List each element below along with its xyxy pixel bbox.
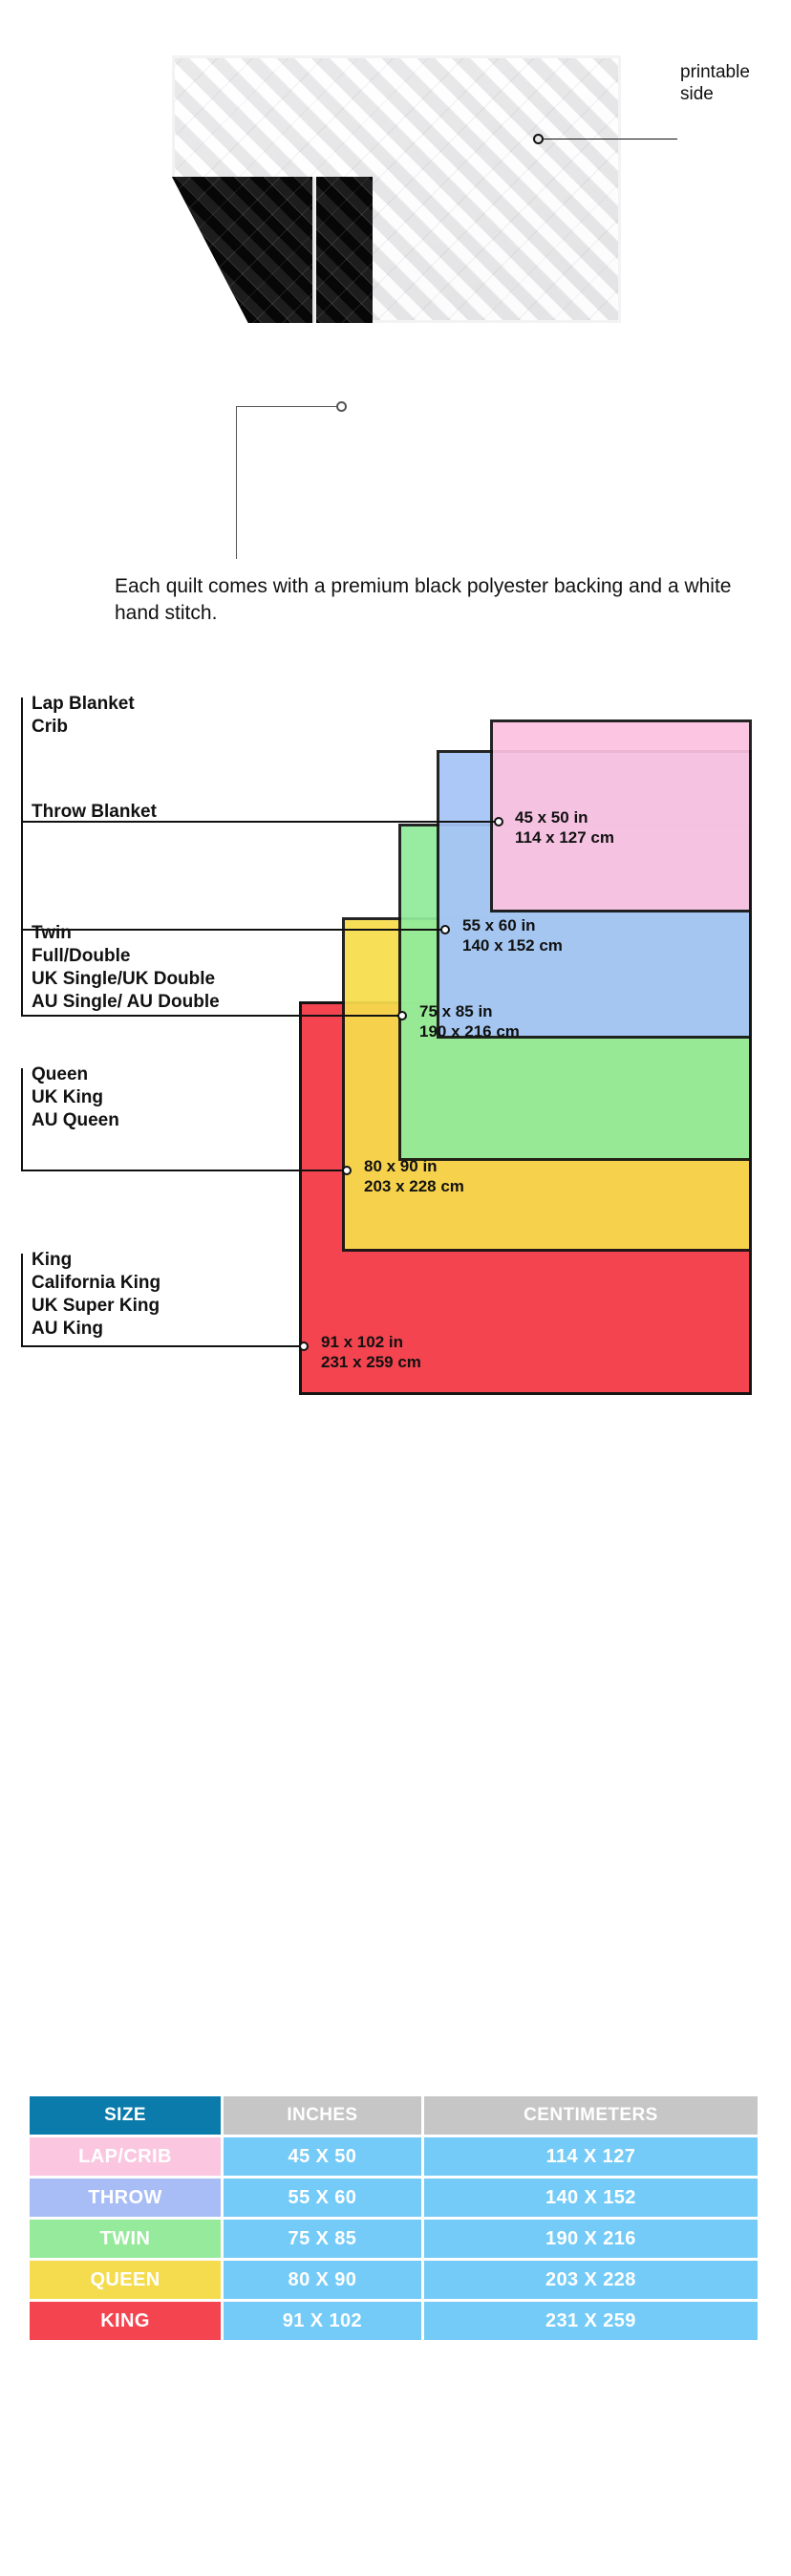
table-header-size: SIZE bbox=[30, 2096, 221, 2135]
table-header-inches: INCHES bbox=[224, 2096, 421, 2135]
table-cell-size-queen: QUEEN bbox=[30, 2261, 221, 2299]
quilt-fold-edge bbox=[312, 177, 316, 323]
table-cell-inches-throw: 55 X 60 bbox=[224, 2179, 421, 2217]
group-label-queen: Queen UK King AU Queen bbox=[32, 1063, 119, 1132]
size-chart-table: SIZE INCHES CENTIMETERS LAP/CRIB 45 X 50… bbox=[27, 2093, 760, 2343]
dim-label-lap-crib-inches: 45 x 50 in bbox=[515, 808, 588, 826]
dim-label-king-cm: 231 x 259 cm bbox=[321, 1353, 421, 1371]
quilt-illustration-section: printable side Each quilt comes with a p… bbox=[0, 0, 791, 650]
table-cell-cm-twin: 190 X 216 bbox=[423, 2220, 758, 2258]
group-label-king-line4: AU King bbox=[32, 1319, 103, 1339]
table-row: THROW 55 X 60 140 X 152 bbox=[30, 2179, 758, 2217]
group-label-twin: Twin Full/Double UK Single/UK Double AU … bbox=[32, 922, 220, 1014]
bracket-queen-horizontal bbox=[21, 1170, 347, 1171]
table-cell-inches-twin: 75 X 85 bbox=[224, 2220, 421, 2258]
dot-throw bbox=[440, 925, 450, 934]
dim-label-lap-crib-cm: 114 x 127 cm bbox=[515, 828, 614, 847]
dim-label-throw-cm: 140 x 152 cm bbox=[462, 936, 563, 955]
table-cell-size-king: KING bbox=[30, 2302, 221, 2340]
size-comparison-diagram: Lap Blanket Crib 45 x 50 in 114 x 127 cm… bbox=[0, 659, 791, 2073]
group-label-queen-line3: AU Queen bbox=[32, 1110, 119, 1130]
table-row: KING 91 X 102 231 X 259 bbox=[30, 2302, 758, 2340]
group-label-king-line1: King bbox=[32, 1250, 73, 1270]
bracket-throw-vertical bbox=[21, 805, 23, 930]
dot-queen bbox=[342, 1166, 352, 1175]
dim-label-throw: 55 x 60 in 140 x 152 cm bbox=[462, 915, 563, 955]
bracket-twin-horizontal bbox=[21, 1015, 402, 1017]
bracket-throw-horizontal bbox=[21, 929, 445, 931]
group-label-throw-line1: Throw Blanket bbox=[32, 802, 157, 822]
dot-king bbox=[299, 1342, 309, 1351]
table-cell-cm-queen: 203 X 228 bbox=[423, 2261, 758, 2299]
table-cell-size-throw: THROW bbox=[30, 2179, 221, 2217]
printable-side-label: printable side bbox=[680, 61, 787, 105]
table-header-row: SIZE INCHES CENTIMETERS bbox=[30, 2096, 758, 2135]
table-cell-inches-queen: 80 X 90 bbox=[224, 2261, 421, 2299]
bracket-king-vertical bbox=[21, 1254, 23, 1346]
group-label-lap-crib-line2: Crib bbox=[32, 717, 68, 737]
quilt-image bbox=[172, 55, 621, 323]
table-row: LAP/CRIB 45 X 50 114 X 127 bbox=[30, 2137, 758, 2176]
dim-label-twin: 75 x 85 in 190 x 216 cm bbox=[419, 1001, 520, 1041]
table-cell-cm-king: 231 X 259 bbox=[423, 2302, 758, 2340]
table-cell-cm-lap-crib: 114 X 127 bbox=[423, 2137, 758, 2176]
dim-label-lap-crib: 45 x 50 in 114 x 127 cm bbox=[515, 807, 614, 848]
bracket-lap-crib-vertical bbox=[21, 698, 23, 822]
table-cell-cm-throw: 140 X 152 bbox=[423, 2179, 758, 2217]
group-label-king: King California King UK Super King AU Ki… bbox=[32, 1249, 160, 1341]
bracket-king-horizontal bbox=[21, 1345, 304, 1347]
group-label-throw: Throw Blanket bbox=[32, 801, 157, 824]
dim-label-queen-cm: 203 x 228 cm bbox=[364, 1177, 464, 1195]
black-backing-leader-vertical bbox=[236, 406, 238, 559]
group-label-king-line2: California King bbox=[32, 1273, 161, 1293]
dim-label-queen: 80 x 90 in 203 x 228 cm bbox=[364, 1156, 464, 1196]
dot-twin bbox=[397, 1011, 407, 1020]
bracket-twin-vertical bbox=[21, 927, 23, 1016]
group-label-lap-crib: Lap Blanket Crib bbox=[32, 693, 135, 739]
dim-label-king-inches: 91 x 102 in bbox=[321, 1333, 404, 1351]
table-row: TWIN 75 X 85 190 X 216 bbox=[30, 2220, 758, 2258]
dim-label-twin-cm: 190 x 216 cm bbox=[419, 1022, 520, 1041]
dot-lap-crib bbox=[494, 817, 503, 826]
table-body: LAP/CRIB 45 X 50 114 X 127 THROW 55 X 60… bbox=[30, 2137, 758, 2340]
black-backing-leader-horizontal bbox=[236, 406, 337, 408]
quilt-caption-text: Each quilt comes with a premium black po… bbox=[115, 575, 732, 624]
group-label-twin-line4: AU Single/ AU Double bbox=[32, 992, 220, 1012]
printable-side-marker-icon bbox=[533, 134, 544, 144]
dim-label-twin-inches: 75 x 85 in bbox=[419, 1002, 493, 1020]
table-header: SIZE INCHES CENTIMETERS bbox=[30, 2096, 758, 2135]
dim-label-queen-inches: 80 x 90 in bbox=[364, 1157, 438, 1175]
printable-side-leader-line bbox=[544, 139, 677, 140]
group-label-twin-line3: UK Single/UK Double bbox=[32, 969, 216, 989]
group-label-lap-crib-line1: Lap Blanket bbox=[32, 694, 135, 714]
bracket-queen-vertical bbox=[21, 1068, 23, 1170]
dim-label-king: 91 x 102 in 231 x 259 cm bbox=[321, 1332, 421, 1372]
table-cell-inches-king: 91 X 102 bbox=[224, 2302, 421, 2340]
size-rect-lap-crib bbox=[490, 719, 752, 912]
table-cell-size-twin: TWIN bbox=[30, 2220, 221, 2258]
group-label-twin-line1: Twin bbox=[32, 923, 72, 943]
table-header-centimeters: CENTIMETERS bbox=[423, 2096, 758, 2135]
printable-side-label-line1: printable bbox=[680, 62, 750, 82]
bracket-lap-crib-horizontal bbox=[21, 821, 498, 823]
table-cell-size-lap-crib: LAP/CRIB bbox=[30, 2137, 221, 2176]
dim-label-throw-inches: 55 x 60 in bbox=[462, 916, 536, 934]
group-label-queen-line1: Queen bbox=[32, 1064, 89, 1084]
printable-side-label-line2: side bbox=[680, 84, 714, 104]
black-backing-marker-icon bbox=[336, 401, 347, 412]
group-label-queen-line2: UK King bbox=[32, 1087, 103, 1107]
table-row: QUEEN 80 X 90 203 X 228 bbox=[30, 2261, 758, 2299]
table-cell-inches-lap-crib: 45 X 50 bbox=[224, 2137, 421, 2176]
group-label-king-line3: UK Super King bbox=[32, 1296, 160, 1316]
group-label-twin-line2: Full/Double bbox=[32, 946, 131, 966]
quilt-black-backing bbox=[172, 177, 373, 323]
